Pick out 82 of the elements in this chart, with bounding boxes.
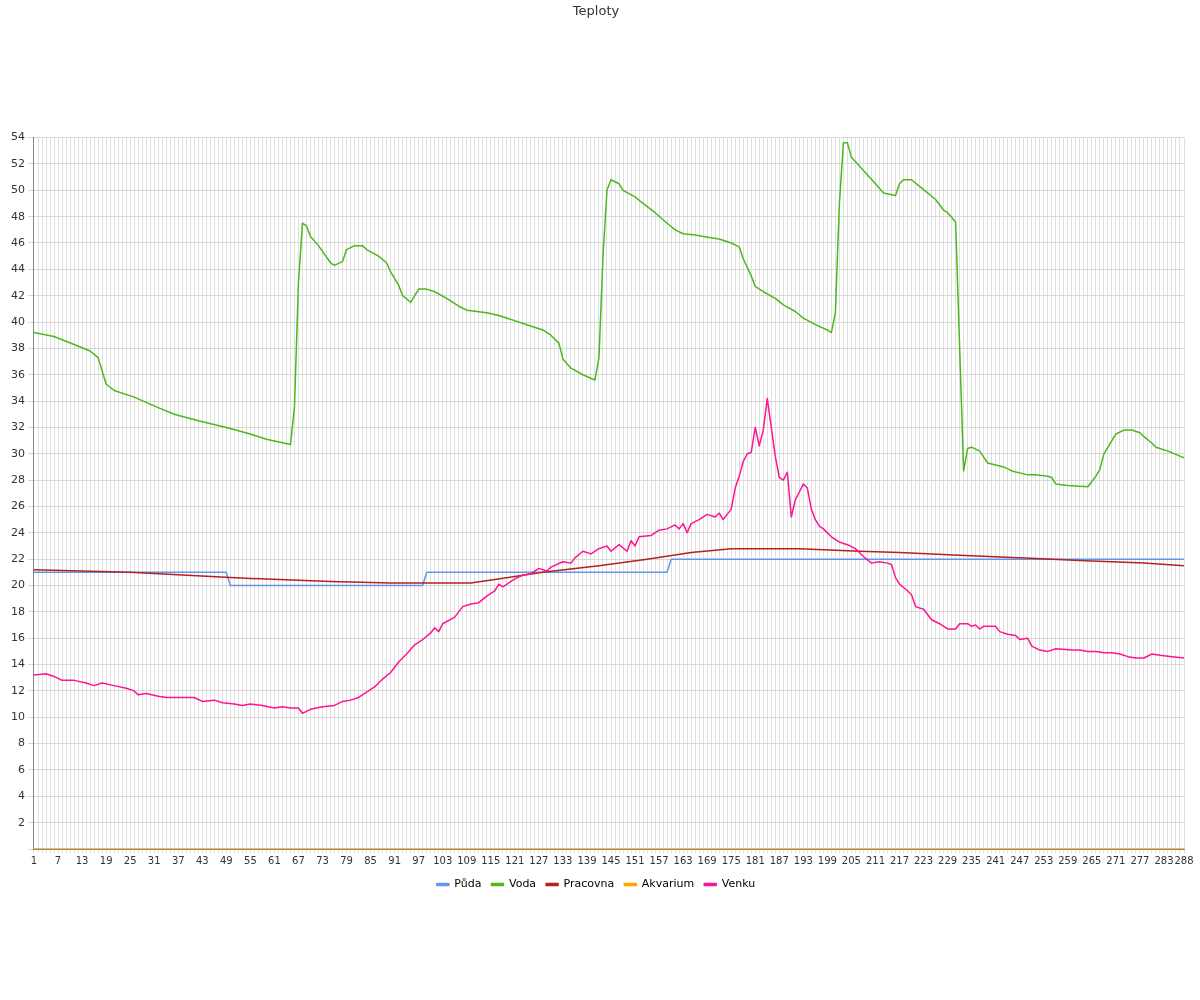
y-tick-label: 34 bbox=[11, 393, 25, 407]
x-tick-label: 127 bbox=[529, 854, 549, 866]
x-tick-label: 133 bbox=[553, 854, 573, 866]
x-tick-label: 277 bbox=[1130, 854, 1150, 866]
x-tick-label: 91 bbox=[388, 854, 401, 866]
y-tick-label: 28 bbox=[11, 472, 25, 486]
x-tick-label: 115 bbox=[481, 854, 501, 866]
x-tick-label: 193 bbox=[793, 854, 813, 866]
x-tick-label: 288 bbox=[1174, 854, 1194, 866]
legend-label: Půda bbox=[454, 877, 482, 891]
x-tick-label: 121 bbox=[505, 854, 525, 866]
x-tick-label: 55 bbox=[244, 854, 257, 866]
x-tick-label: 265 bbox=[1082, 854, 1102, 866]
y-tick-label: 38 bbox=[11, 341, 25, 355]
y-tick-label: 46 bbox=[11, 235, 25, 249]
y-tick-label: 50 bbox=[11, 183, 25, 197]
x-tick-label: 25 bbox=[123, 854, 137, 866]
y-tick-label: 48 bbox=[11, 209, 25, 223]
x-tick-label: 79 bbox=[340, 854, 353, 866]
x-tick-label: 175 bbox=[721, 854, 741, 866]
x-tick-label: 19 bbox=[99, 854, 113, 866]
y-tick-label: 42 bbox=[11, 288, 25, 302]
legend-label: Voda bbox=[508, 877, 537, 891]
y-tick-label: 32 bbox=[11, 420, 25, 434]
x-tick-label: 217 bbox=[889, 854, 910, 866]
y-tick-label: 10 bbox=[11, 710, 25, 724]
y-tick-label: 14 bbox=[11, 657, 25, 671]
x-tick-label: 241 bbox=[986, 854, 1006, 866]
x-tick-label: 235 bbox=[962, 854, 982, 866]
x-tick-label: 223 bbox=[914, 854, 934, 866]
x-tick-label: 49 bbox=[219, 854, 233, 866]
x-tick-label: 151 bbox=[625, 854, 645, 866]
x-tick-label: 271 bbox=[1106, 854, 1126, 866]
y-tick-label: 6 bbox=[18, 762, 25, 776]
x-tick-label: 37 bbox=[171, 854, 185, 866]
x-tick-label: 157 bbox=[649, 854, 669, 866]
x-tick-label: 43 bbox=[195, 854, 209, 866]
x-tick-label: 187 bbox=[769, 854, 789, 866]
x-tick-label: 97 bbox=[412, 854, 426, 866]
y-tick-label: 26 bbox=[11, 499, 25, 513]
y-tick-label: 30 bbox=[11, 446, 25, 460]
y-tick-label: 40 bbox=[11, 314, 25, 328]
x-tick-label: 13 bbox=[75, 854, 89, 866]
y-tick-label: 52 bbox=[11, 156, 25, 170]
y-tick-label: 24 bbox=[11, 525, 25, 539]
y-tick-label: 16 bbox=[11, 631, 25, 645]
y-tick-label: 2 bbox=[18, 815, 25, 829]
x-tick-label: 181 bbox=[745, 854, 765, 866]
chart-title: Teploty bbox=[571, 3, 620, 19]
x-tick-label: 163 bbox=[673, 854, 693, 866]
x-tick-label: 259 bbox=[1058, 854, 1078, 866]
x-tick-label: 61 bbox=[268, 854, 281, 866]
x-tick-label: 145 bbox=[601, 854, 621, 866]
x-tick-label: 253 bbox=[1034, 854, 1054, 866]
y-tick-label: 8 bbox=[18, 736, 25, 750]
x-tick-label: 85 bbox=[364, 854, 377, 866]
x-tick-label: 229 bbox=[938, 854, 958, 866]
y-tick-label: 54 bbox=[11, 130, 25, 144]
x-tick-label: 73 bbox=[316, 854, 329, 866]
x-tick-label: 1 bbox=[30, 854, 38, 866]
y-tick-label: 36 bbox=[11, 367, 25, 381]
y-tick-label: 12 bbox=[11, 683, 25, 697]
y-tick-label: 22 bbox=[11, 552, 25, 566]
x-tick-label: 31 bbox=[147, 854, 161, 866]
legend-label: Venku bbox=[721, 877, 756, 891]
x-tick-label: 103 bbox=[433, 854, 453, 866]
x-tick-label: 67 bbox=[292, 854, 305, 866]
y-tick-label: 44 bbox=[11, 262, 25, 276]
y-tick-label: 20 bbox=[11, 578, 25, 592]
x-tick-label: 199 bbox=[817, 854, 837, 866]
y-tick-label: 4 bbox=[18, 789, 25, 803]
y-tick-label: 18 bbox=[11, 604, 25, 618]
x-tick-label: 139 bbox=[577, 854, 597, 866]
x-tick-label: 169 bbox=[697, 854, 717, 866]
x-tick-label: 283 bbox=[1154, 854, 1174, 866]
legend-label: Akvarium bbox=[641, 877, 695, 891]
x-tick-label: 109 bbox=[457, 854, 477, 866]
x-tick-label: 211 bbox=[865, 854, 886, 866]
x-tick-label: 205 bbox=[841, 854, 861, 866]
x-tick-label: 7 bbox=[54, 854, 62, 866]
legend-label: Pracovna bbox=[563, 877, 615, 891]
x-tick-label: 247 bbox=[1010, 854, 1030, 866]
